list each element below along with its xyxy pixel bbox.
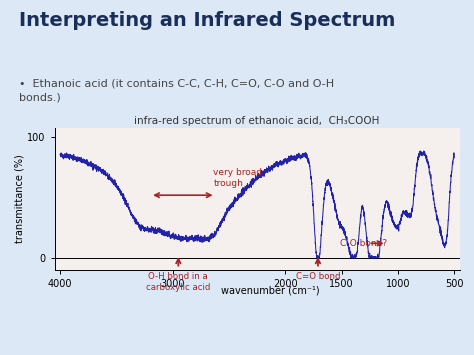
Text: Interpreting an Infrared Spectrum: Interpreting an Infrared Spectrum [19,11,395,30]
Title: infra-red spectrum of ethanoic acid,  CH₃COOH: infra-red spectrum of ethanoic acid, CH₃… [135,116,380,126]
Y-axis label: transmittance (%): transmittance (%) [14,154,24,243]
Text: •  Ethanoic acid (it contains C-C, C-H, C=O, C-O and O-H
bonds.): • Ethanoic acid (it contains C-C, C-H, C… [19,78,334,102]
Text: wavenumber (cm⁻¹): wavenumber (cm⁻¹) [221,286,319,296]
Text: O-H bond in a
carboxylic acid: O-H bond in a carboxylic acid [146,272,210,292]
Text: C-O bond?: C-O bond? [340,239,387,248]
Text: C=O bond: C=O bond [296,272,340,280]
Text: very broad
trough: very broad trough [213,168,262,188]
